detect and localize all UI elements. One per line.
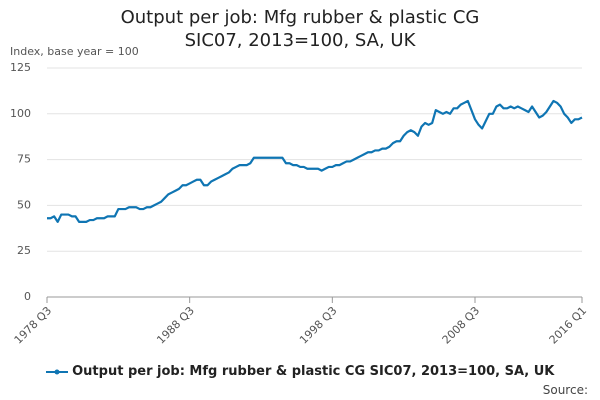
y-tick-label: 75 [17, 153, 31, 166]
source: Source: [542, 383, 588, 397]
chart-title: Output per job: Mfg rubber & plastic CG … [120, 7, 480, 51]
x-tick-label: 2008 Q3 [440, 304, 483, 347]
y-tick-label: 100 [10, 107, 31, 120]
legend: Output per job: Mfg rubber & plastic CG … [0, 364, 600, 379]
x-tick-label: 1978 Q3 [12, 304, 55, 347]
y-tick-label: 50 [17, 198, 31, 211]
y-tick-label: 125 [10, 61, 31, 74]
x-tick-label: 2016 Q1 [547, 304, 590, 347]
y-tick-label: 25 [17, 244, 31, 257]
legend-label: Output per job: Mfg rubber & plastic CG … [72, 364, 555, 379]
y-axis-label: Index, base year = 100 [10, 45, 139, 58]
x-tick-label: 1998 Q3 [297, 304, 340, 347]
x-tick-label: 1988 Q3 [154, 304, 197, 347]
series-line [47, 99, 583, 223]
legend-swatch [45, 369, 68, 374]
y-tick-label: 0 [24, 290, 31, 303]
